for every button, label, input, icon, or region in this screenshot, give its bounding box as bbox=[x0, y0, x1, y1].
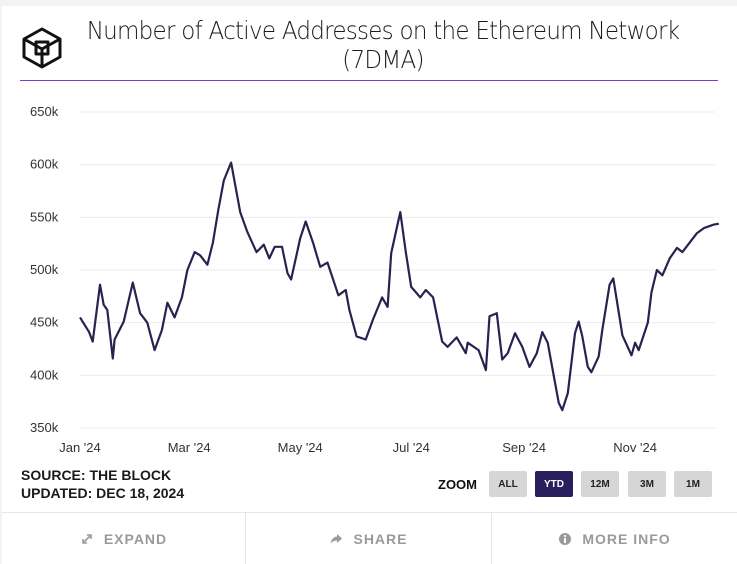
share-icon bbox=[330, 533, 343, 544]
x-tick-label: Mar '24 bbox=[168, 440, 211, 455]
more-info-label: MORE INFO bbox=[582, 530, 671, 547]
series-line bbox=[79, 161, 720, 412]
y-tick-label: 450k bbox=[30, 315, 59, 330]
zoom-label: ZOOM bbox=[438, 477, 477, 492]
expand-icon bbox=[82, 533, 92, 544]
x-tick-label: Jul '24 bbox=[393, 440, 430, 455]
zoom-3m-button[interactable]: 3M bbox=[628, 471, 666, 497]
zoom-ytd-button[interactable]: YTD bbox=[535, 471, 573, 497]
footer-separator bbox=[491, 513, 492, 564]
x-tick-label: Nov '24 bbox=[613, 440, 657, 455]
chart-title: Number of Active Addresses on the Ethere… bbox=[86, 16, 680, 74]
y-tick-label: 400k bbox=[30, 367, 59, 382]
x-tick-label: Jan '24 bbox=[59, 440, 101, 455]
y-tick-label: 600k bbox=[30, 157, 59, 172]
x-tick-label: May '24 bbox=[278, 440, 323, 455]
info-icon bbox=[559, 532, 572, 545]
chart-title-line1: Number of Active Addresses on the Ethere… bbox=[86, 16, 680, 45]
footer-divider bbox=[2, 512, 737, 513]
expand-label: EXPAND bbox=[103, 530, 168, 547]
chart-title-line2: (7DMA) bbox=[342, 45, 424, 74]
updated-text: UPDATED: DEC 18, 2024 bbox=[21, 485, 185, 501]
more-info-button[interactable]: MORE INFO bbox=[492, 513, 737, 564]
the-block-logo bbox=[22, 27, 62, 69]
zoom-all-button[interactable]: ALL bbox=[489, 471, 527, 497]
zoom-12m-button[interactable]: 12M bbox=[581, 471, 619, 497]
y-tick-label: 650k bbox=[30, 104, 59, 119]
share-button[interactable]: SHARE bbox=[246, 513, 491, 564]
share-label: SHARE bbox=[353, 530, 408, 547]
title-divider bbox=[20, 80, 718, 81]
x-tick-label: Sep '24 bbox=[502, 440, 546, 455]
expand-button[interactable]: EXPAND bbox=[2, 513, 245, 564]
zoom-1m-button[interactable]: 1M bbox=[674, 471, 712, 497]
y-tick-label: 350k bbox=[30, 420, 59, 435]
source-info: SOURCE: THE BLOCK UPDATED: DEC 18, 2024 bbox=[21, 466, 184, 502]
footer-separator bbox=[245, 513, 246, 564]
source-text: SOURCE: THE BLOCK bbox=[21, 467, 172, 483]
y-tick-label: 550k bbox=[30, 209, 59, 224]
y-tick-label: 500k bbox=[30, 262, 59, 277]
